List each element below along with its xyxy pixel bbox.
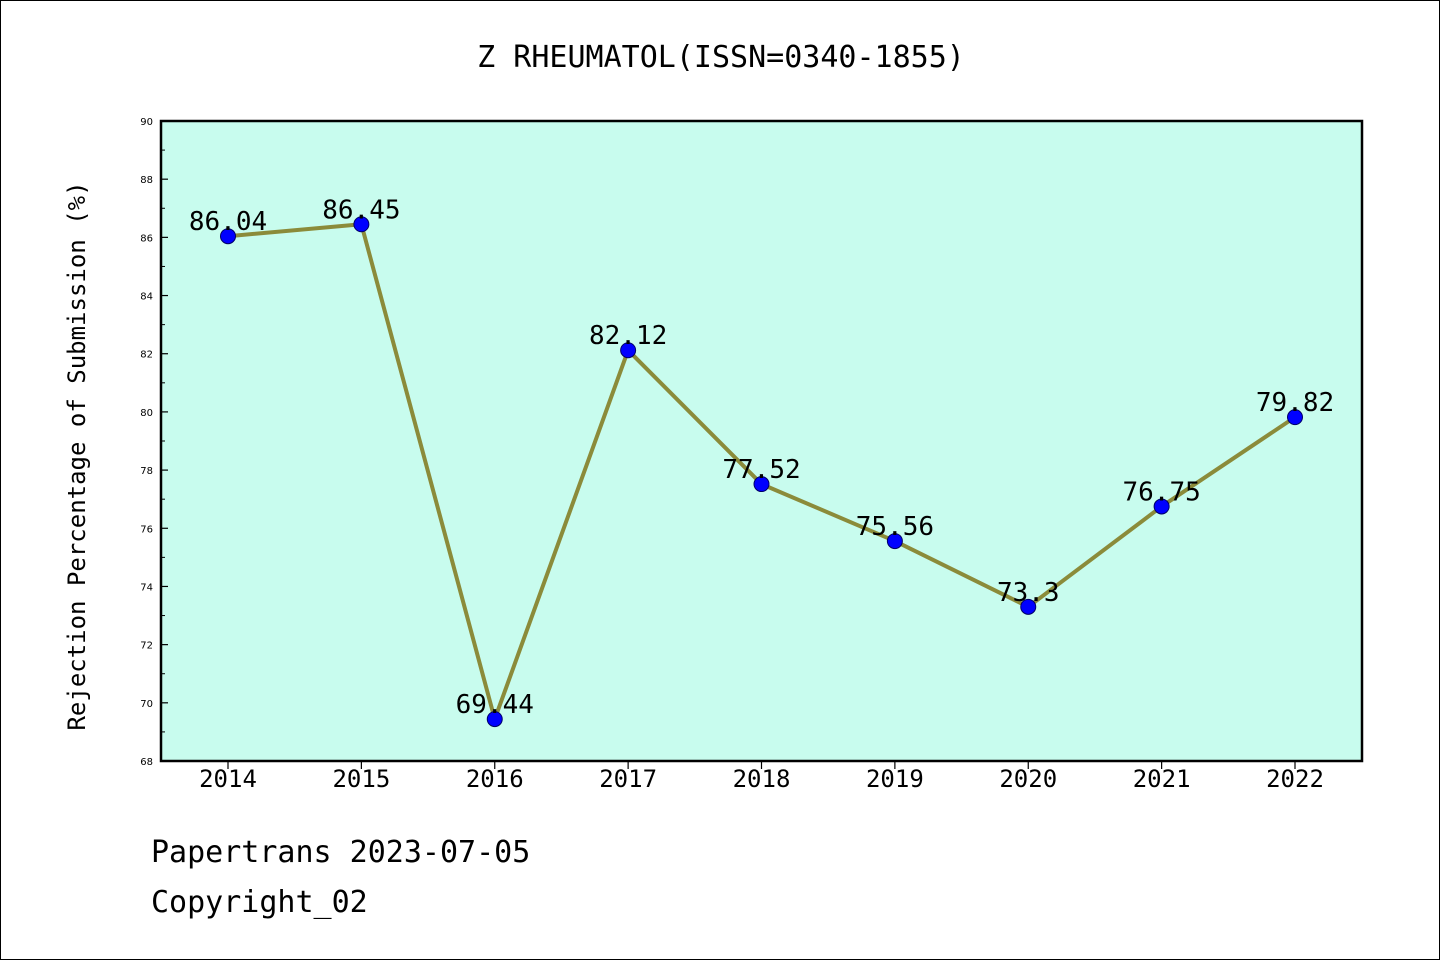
data-point [486, 711, 503, 728]
data-labels: 86.04 86.45 69.44 82.12 77.52 75.56 73.3 76.75 7… [189, 195, 1334, 720]
data-label: 77.52 [722, 455, 800, 485]
data-point [1153, 498, 1170, 515]
x-tick-label: 2019 [866, 765, 924, 793]
data-label: 73.3 [997, 578, 1060, 608]
y-tick-label: 70 [140, 699, 153, 710]
x-tick-label: 2014 [199, 765, 257, 793]
data-label: 82.12 [589, 321, 667, 351]
data-markers [220, 216, 1303, 728]
data-point [220, 228, 236, 245]
data-point [1020, 598, 1037, 615]
x-tick-label: 2015 [332, 765, 390, 793]
y-tick-label: 74 [140, 582, 153, 593]
data-label: 86.45 [322, 195, 400, 225]
x-tick-label: 2017 [599, 765, 657, 793]
x-tick-label: 2020 [999, 765, 1057, 793]
data-point [620, 342, 637, 359]
data-point [753, 476, 770, 493]
y-tick-label: 76 [140, 524, 153, 535]
x-tick-label: 2022 [1266, 765, 1324, 793]
data-label: 69.44 [456, 690, 534, 720]
footer-date: Papertrans 2023-07-05 [151, 835, 531, 870]
footer-copyright: Copyright_02 [151, 885, 368, 920]
y-tick-label: 80 [140, 408, 153, 419]
data-label: 86.04 [189, 207, 267, 237]
y-tick-label: 84 [140, 292, 153, 303]
data-point [353, 216, 370, 233]
x-tick-label: 2018 [733, 765, 791, 793]
y-axis-label: Rejection Percentage of Submission (%) [63, 181, 91, 730]
y-tick-label: 88 [140, 175, 153, 186]
data-label: 76.75 [1122, 477, 1200, 507]
x-tick-label: 2016 [466, 765, 524, 793]
chart-title: Z RHEUMATOL(ISSN=0340-1855) [477, 40, 965, 75]
x-tick-label: 2021 [1133, 765, 1191, 793]
x-axis-ticks: 2014 2015 2016 2017 2018 2019 2020 2021 2022 [199, 761, 1324, 793]
data-point [1287, 409, 1303, 426]
data-label: 79.82 [1256, 388, 1334, 418]
y-tick-label: 86 [140, 233, 153, 244]
y-tick-label: 72 [140, 641, 153, 652]
y-tick-label: 78 [140, 466, 153, 477]
data-label: 75.56 [856, 512, 934, 542]
y-tick-label: 82 [140, 350, 153, 361]
y-tick-label: 90 [140, 117, 153, 128]
data-point [886, 533, 903, 550]
y-tick-label: 68 [140, 757, 153, 768]
y-axis-ticks: 68 70 72 74 76 78 80 82 84 86 88 90 [140, 117, 168, 768]
